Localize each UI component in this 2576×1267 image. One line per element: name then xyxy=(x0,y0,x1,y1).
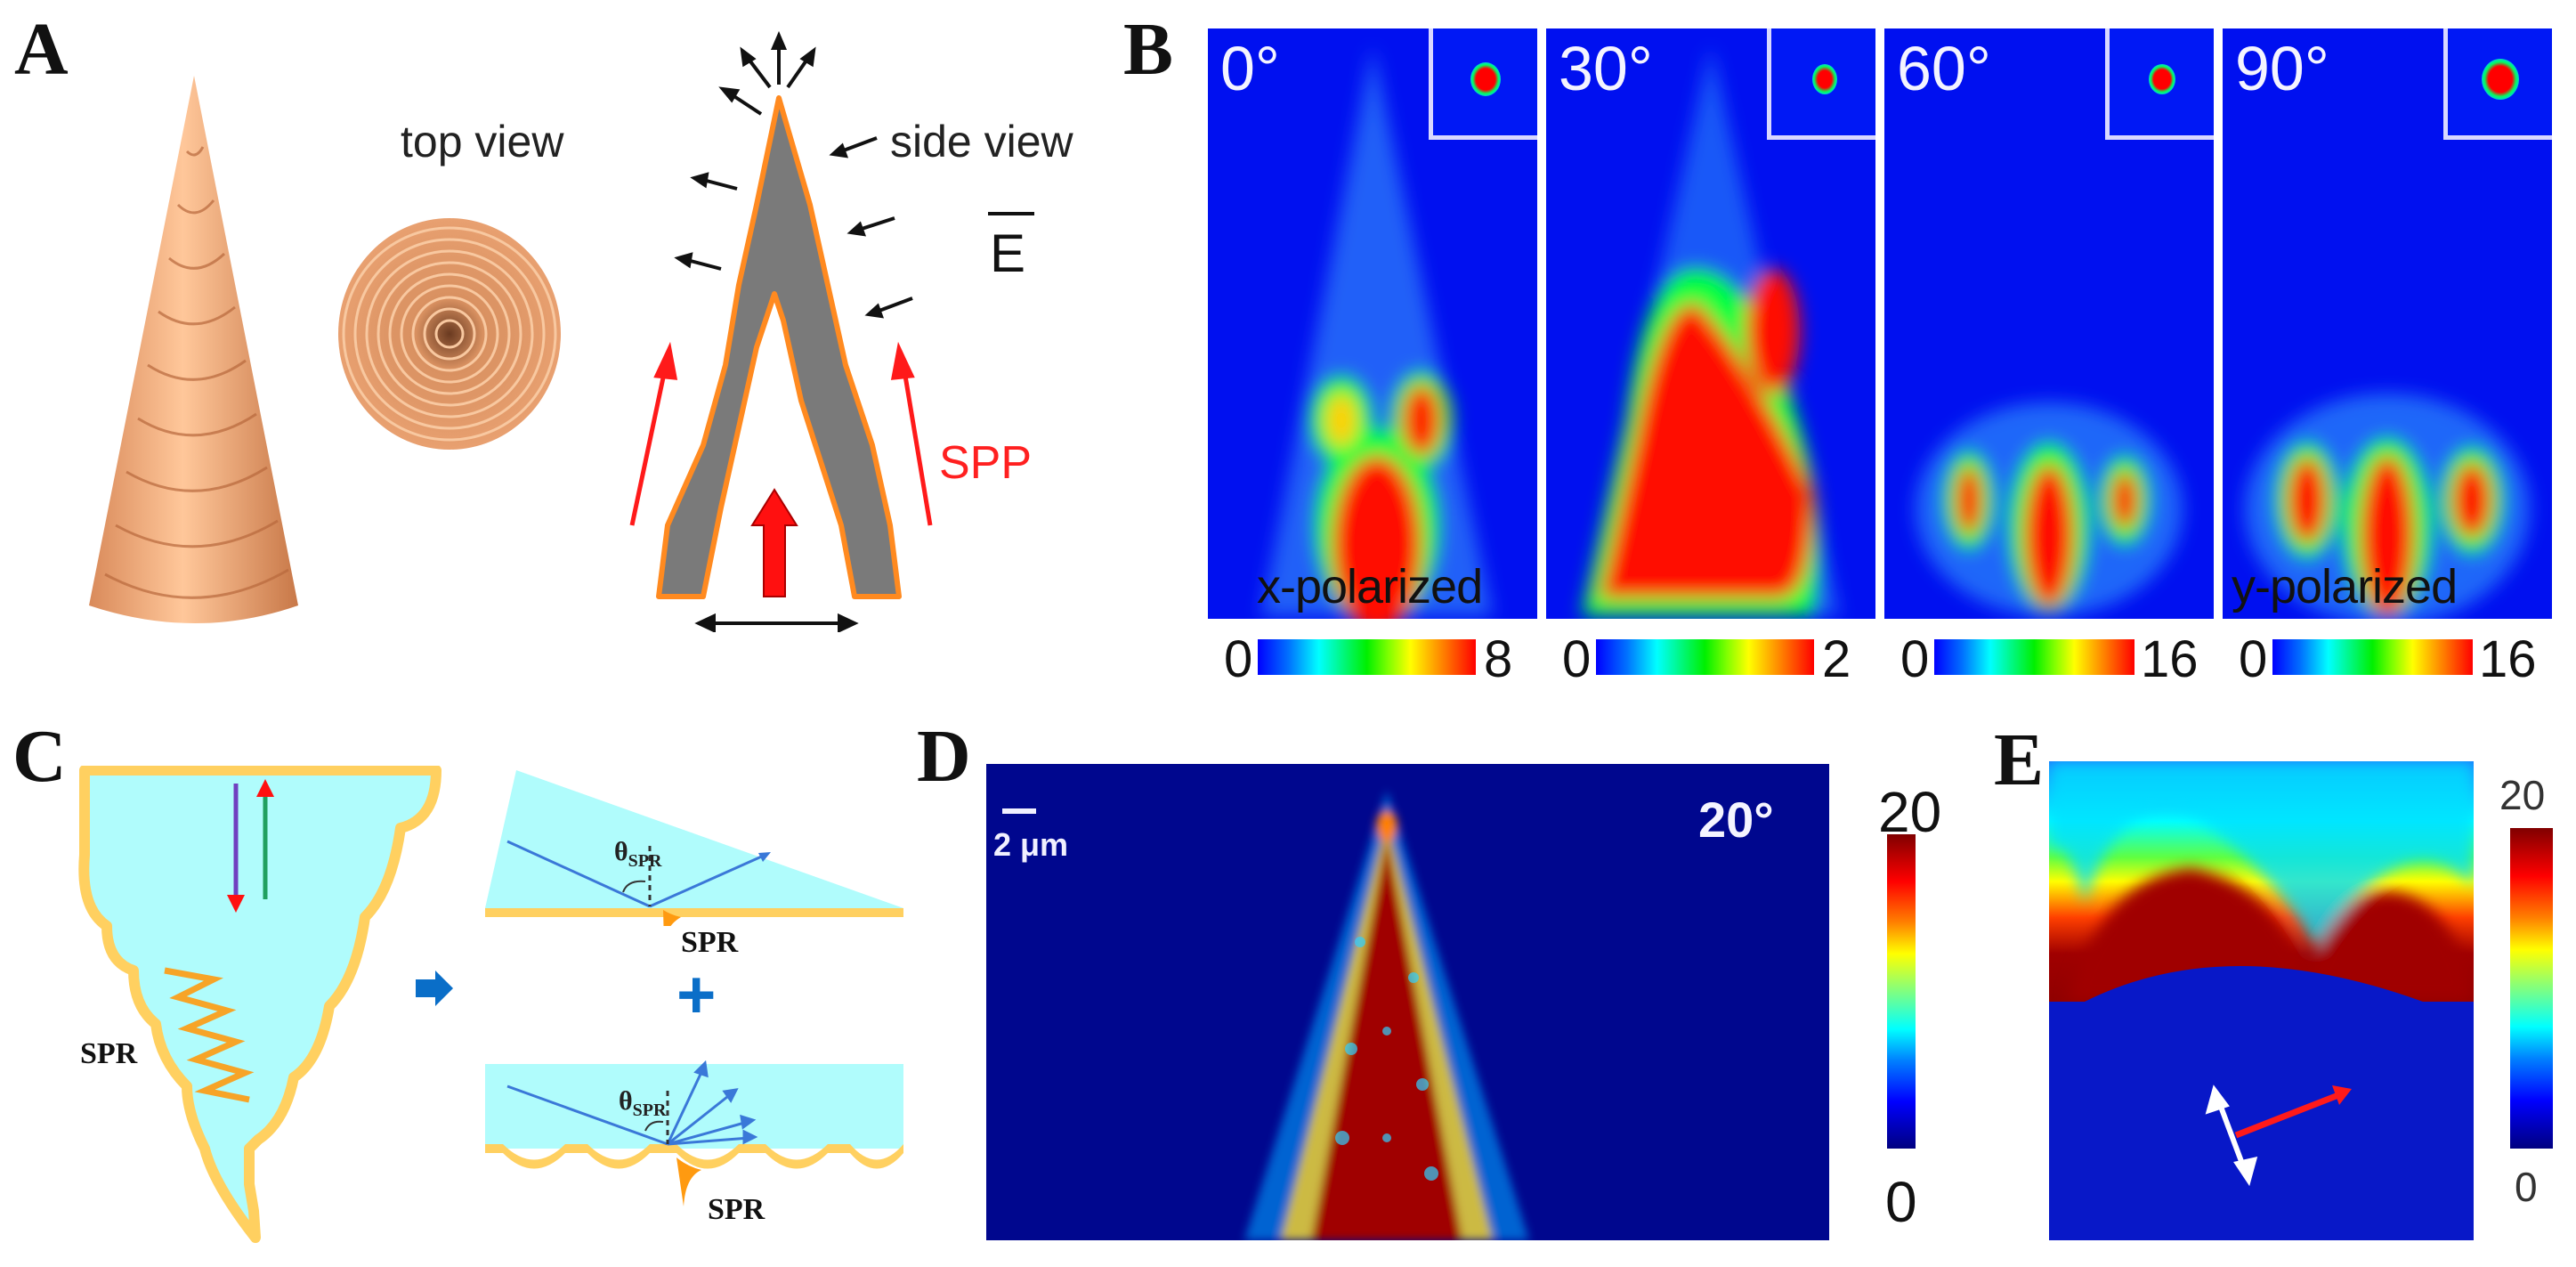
side-view-diagram xyxy=(629,30,933,632)
e-vector-bar xyxy=(988,212,1034,215)
inset-focal-spot xyxy=(1767,28,1875,140)
theta-subscript: SPR xyxy=(632,1101,667,1120)
top-view-label: top view xyxy=(401,117,564,166)
colorbar xyxy=(1887,834,1916,1149)
colorbar-min: 0 xyxy=(1224,630,1253,688)
field-map-20deg: 2 μm 20° xyxy=(986,764,1829,1240)
inset-focal-spot xyxy=(2105,28,2214,140)
colorbar-min: 0 xyxy=(1900,630,1930,688)
next-arrow-icon xyxy=(416,971,453,1006)
theta-symbol: θ xyxy=(619,1086,633,1116)
angle-label: 30° xyxy=(1559,34,1653,103)
angle-label: 20° xyxy=(1698,792,1774,848)
field-map-60deg: 60° xyxy=(1884,28,2214,619)
tip-cross-section xyxy=(78,766,441,1243)
theta-subscript: SPR xyxy=(628,851,662,871)
colorbar xyxy=(1258,639,1476,675)
colorbar-max: 20 xyxy=(2499,772,2546,818)
rough-interface-diagram xyxy=(485,1060,903,1169)
colorbar-max: 20 xyxy=(1878,780,1942,844)
e-field-label: E xyxy=(990,223,1026,283)
theta-label-rough: θSPR xyxy=(619,1086,666,1121)
colorbar-max: 2 xyxy=(1822,630,1851,688)
top-view-spiral xyxy=(338,218,561,450)
colorbar xyxy=(2272,639,2473,675)
panel-e-letter: E xyxy=(1994,719,2045,801)
panel-d-letter: D xyxy=(917,715,971,798)
field-map-0deg: 0° x-polarized xyxy=(1208,28,1537,619)
theta-label-flat: θSPR xyxy=(614,837,661,872)
colorbar-min: 0 xyxy=(2239,630,2268,688)
colorbar-min: 0 xyxy=(1562,630,1592,688)
colorbar-max: 8 xyxy=(1484,630,1513,688)
field-map-30deg: 30° xyxy=(1546,28,1875,619)
plus-sign: + xyxy=(676,957,717,1033)
field-map-surface xyxy=(2049,761,2474,1240)
field-map-90deg: 90° y-polarized xyxy=(2223,28,2552,619)
angle-label: 0° xyxy=(1220,34,1280,103)
panel-c-letter: C xyxy=(12,715,67,798)
scale-bar-label: 2 μm xyxy=(993,826,1069,863)
side-view-label: side view xyxy=(890,117,1073,166)
spp-label: SPP xyxy=(939,437,1033,489)
scale-bar xyxy=(1002,808,1036,814)
colorbar xyxy=(1596,639,1814,675)
inset-focal-spot xyxy=(1429,28,1537,140)
colorbar-max: 16 xyxy=(2141,630,2199,688)
panel-b-letter: B xyxy=(1123,8,1174,91)
polarization-label: x-polarized xyxy=(1257,560,1483,613)
colorbar-max: 16 xyxy=(2479,630,2537,688)
angle-label: 60° xyxy=(1897,34,1991,103)
spr-label: SPR xyxy=(80,1037,138,1070)
panel-a-letter: A xyxy=(14,8,69,91)
spiral-cone-illustration xyxy=(89,76,298,623)
theta-symbol: θ xyxy=(614,837,628,866)
inset-focal-spot xyxy=(2443,28,2552,140)
colorbar-min: 0 xyxy=(1885,1170,1917,1234)
colorbar xyxy=(1934,639,2135,675)
colorbar-min: 0 xyxy=(2515,1164,2538,1210)
spr-label-rough: SPR xyxy=(708,1193,766,1226)
colorbar xyxy=(2510,828,2553,1149)
polarization-label: y-polarized xyxy=(2232,560,2458,613)
spr-marker-rough xyxy=(676,1157,701,1206)
angle-label: 90° xyxy=(2235,34,2329,103)
flat-interface-diagram xyxy=(485,770,903,926)
spr-label-flat: SPR xyxy=(681,926,739,959)
